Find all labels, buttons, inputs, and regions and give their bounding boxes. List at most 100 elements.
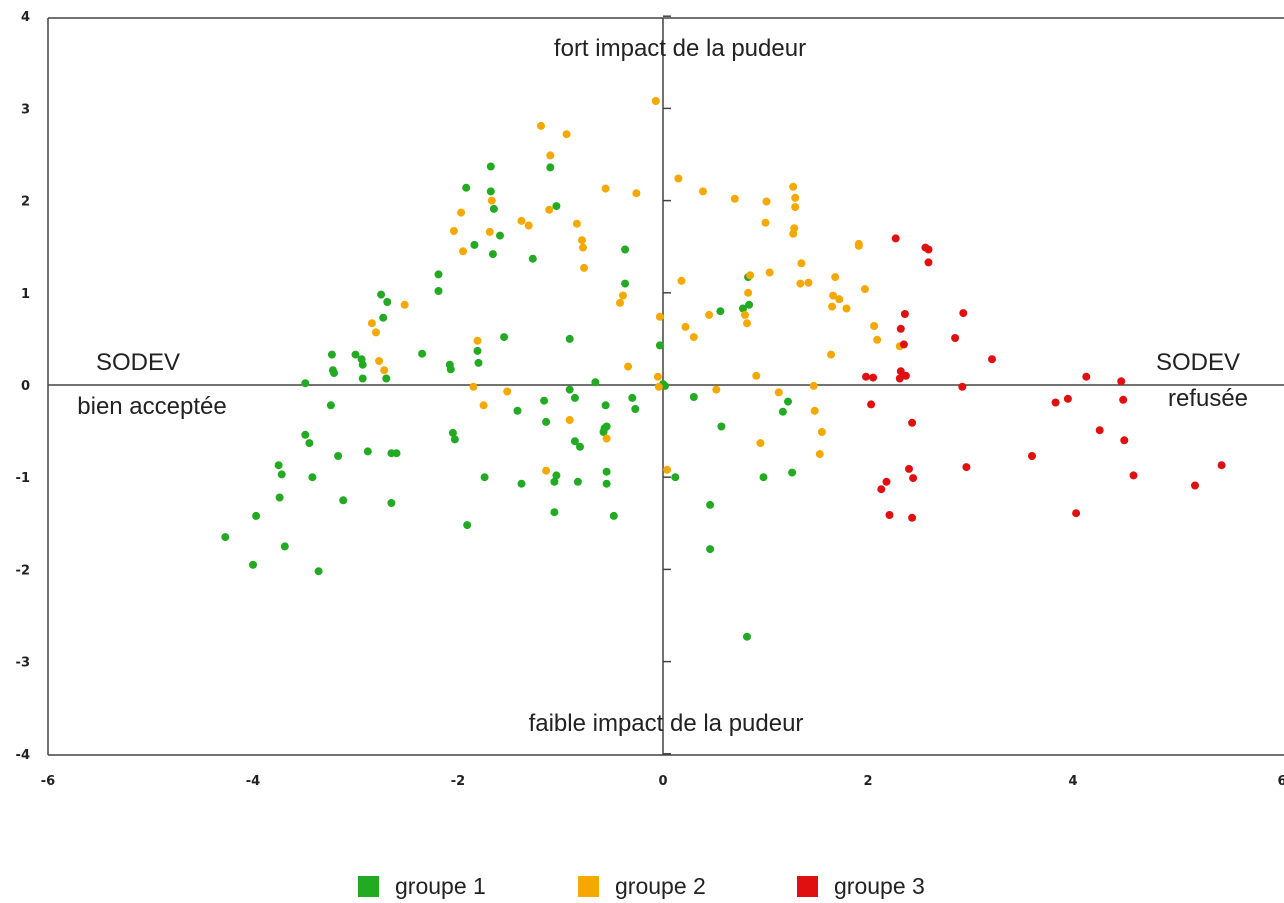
data-point — [681, 322, 690, 331]
data-point — [778, 407, 787, 416]
data-point — [689, 393, 698, 401]
data-point — [689, 333, 698, 342]
data-point — [896, 367, 905, 376]
legend-label-groupe-3: groupe 3 — [834, 872, 925, 899]
data-point — [909, 474, 918, 483]
data-point — [591, 378, 600, 387]
data-point — [418, 349, 427, 358]
data-point — [327, 350, 336, 359]
data-point — [717, 422, 726, 431]
data-point — [1095, 426, 1104, 435]
data-point — [1119, 395, 1128, 404]
data-point — [1117, 377, 1126, 386]
data-point — [358, 360, 367, 369]
data-point — [486, 162, 495, 171]
data-point — [891, 234, 900, 243]
data-point — [601, 401, 610, 410]
data-point — [761, 218, 770, 227]
data-point — [900, 310, 909, 318]
data-point — [810, 406, 819, 415]
y-tick-label: -4 — [16, 748, 30, 763]
data-point — [301, 379, 310, 388]
data-point — [392, 449, 401, 458]
data-point — [788, 468, 797, 477]
data-point — [791, 203, 800, 212]
data-point — [827, 350, 836, 359]
data-point — [959, 309, 968, 318]
data-point — [739, 304, 747, 313]
data-point — [654, 382, 663, 391]
data-point — [528, 254, 537, 263]
data-point — [988, 355, 996, 364]
data-point — [716, 307, 725, 316]
data-point — [500, 333, 509, 342]
data-point — [602, 479, 611, 488]
data-point — [817, 428, 826, 436]
data-point — [804, 278, 813, 287]
data-point — [895, 374, 904, 383]
data-point — [380, 366, 389, 375]
data-point — [790, 224, 799, 233]
data-point — [602, 422, 611, 431]
data-point — [434, 287, 443, 295]
x-tick-label: 2 — [863, 774, 872, 789]
points-layer — [221, 97, 1226, 641]
data-point — [449, 227, 458, 235]
series-group-2 — [367, 97, 904, 475]
data-point — [565, 334, 574, 343]
data-point — [280, 542, 289, 551]
data-point — [730, 194, 739, 203]
legend-item-groupe-3: groupe 3 — [797, 871, 925, 901]
data-point — [387, 499, 396, 507]
data-point — [358, 374, 367, 383]
y-tick-label: -3 — [16, 656, 30, 671]
data-point — [377, 290, 386, 299]
data-point — [277, 470, 286, 479]
data-point — [624, 362, 633, 371]
data-point — [487, 196, 496, 205]
data-point — [480, 473, 489, 482]
data-point — [951, 334, 960, 342]
data-point — [762, 197, 771, 206]
data-point — [842, 304, 851, 313]
data-point — [462, 183, 471, 192]
data-point — [573, 477, 582, 486]
data-point — [496, 231, 504, 240]
data-point — [677, 276, 686, 285]
data-point — [400, 300, 409, 309]
data-point — [503, 387, 512, 396]
data-point — [1028, 452, 1036, 460]
data-point — [473, 346, 482, 355]
y-tick-label: 4 — [21, 10, 30, 25]
data-point — [540, 396, 549, 405]
data-point — [301, 430, 310, 439]
data-point — [375, 357, 384, 365]
x-tick-label: -6 — [41, 774, 55, 789]
data-point — [1120, 436, 1129, 445]
data-point — [517, 216, 526, 225]
data-point — [905, 464, 913, 473]
data-point — [867, 400, 876, 409]
data-point — [873, 335, 882, 344]
data-point — [546, 151, 555, 160]
data-point — [434, 270, 443, 279]
data-point — [479, 401, 488, 410]
y-tick-label: 2 — [21, 195, 30, 210]
data-point — [542, 466, 551, 475]
data-point — [546, 163, 555, 172]
data-point — [699, 187, 707, 196]
data-point — [576, 442, 584, 451]
data-point — [602, 467, 611, 476]
data-point — [784, 397, 792, 406]
annotation-top: fort impact de la pudeur — [554, 35, 806, 62]
data-point — [860, 285, 869, 294]
data-point — [382, 374, 391, 383]
data-point — [899, 340, 908, 349]
data-point — [275, 493, 284, 502]
data-point — [651, 97, 660, 105]
x-tick-label: -4 — [246, 774, 260, 789]
data-point — [252, 511, 261, 520]
data-point — [221, 533, 230, 542]
data-point — [488, 250, 497, 259]
data-point — [631, 405, 640, 413]
